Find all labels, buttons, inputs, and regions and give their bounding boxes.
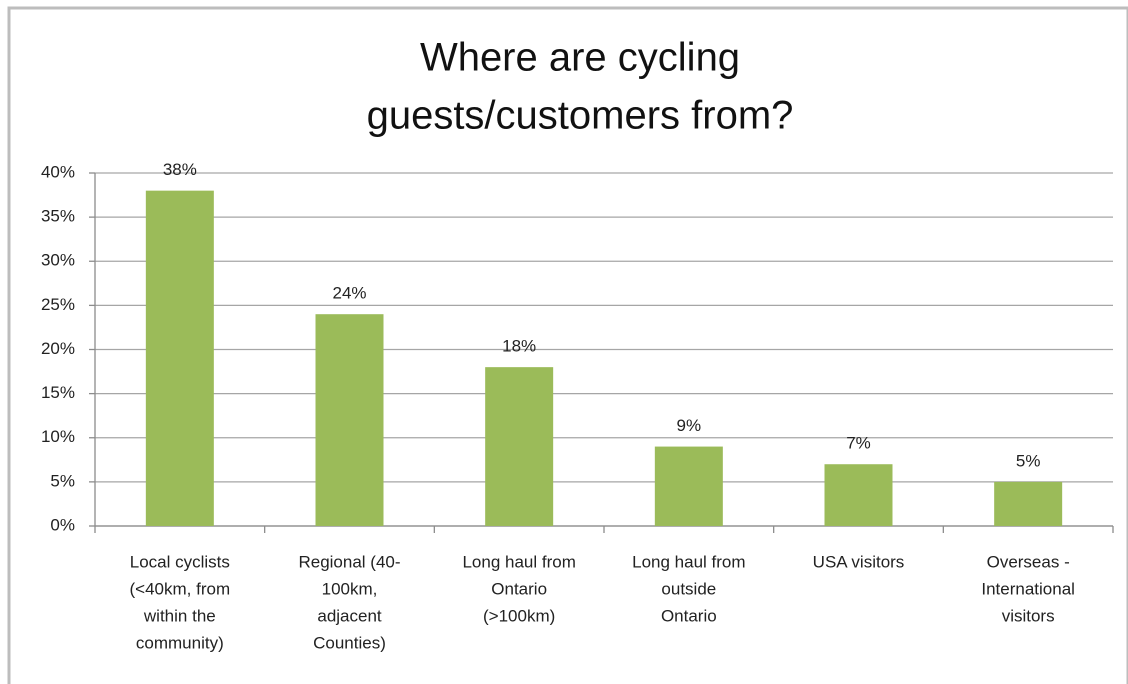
chart-title: guests/customers from? — [367, 94, 794, 138]
x-tick-label: International — [981, 579, 1075, 598]
y-tick-label: 25% — [41, 295, 75, 314]
x-tick-label: community) — [136, 633, 224, 652]
x-tick-label: (<40km, from — [130, 579, 231, 598]
x-tick-label: Local cyclists — [130, 552, 230, 571]
bar — [315, 314, 384, 526]
x-tick-label: Ontario — [491, 579, 547, 598]
x-tick-label: Long haul from — [632, 552, 745, 571]
x-tick-label: outside — [661, 579, 716, 598]
y-tick-label: 20% — [41, 339, 75, 358]
y-tick-label: 30% — [41, 251, 75, 270]
y-tick-label: 10% — [41, 427, 75, 446]
y-tick-label: 15% — [41, 383, 75, 402]
data-label: 24% — [332, 284, 366, 303]
y-tick-label: 0% — [50, 515, 75, 534]
y-tick-label: 5% — [50, 471, 75, 490]
x-tick-label: visitors — [1002, 606, 1055, 625]
data-label: 7% — [846, 434, 871, 453]
chart-title: Where are cycling — [420, 36, 740, 80]
bar — [654, 446, 723, 526]
x-tick-label: Ontario — [661, 606, 717, 625]
x-tick-label: USA visitors — [813, 552, 905, 571]
bar — [824, 464, 893, 526]
x-tick-label: within the — [143, 606, 216, 625]
x-tick-label: Long haul from — [462, 552, 575, 571]
x-tick-label: 100km, — [322, 579, 378, 598]
y-tick-label: 35% — [41, 207, 75, 226]
y-tick-label: 40% — [41, 162, 75, 181]
data-label: 5% — [1016, 451, 1041, 470]
bar — [145, 190, 214, 526]
x-tick-label: Counties) — [313, 633, 386, 652]
x-tick-label: Regional (40- — [298, 552, 400, 571]
bar — [994, 481, 1063, 526]
x-tick-label: adjacent — [317, 606, 382, 625]
data-label: 18% — [502, 337, 536, 356]
x-tick-label: Overseas - — [987, 552, 1070, 571]
data-label: 38% — [163, 160, 197, 179]
bar — [485, 367, 554, 526]
x-tick-label: (>100km) — [483, 606, 555, 625]
data-label: 9% — [677, 416, 702, 435]
